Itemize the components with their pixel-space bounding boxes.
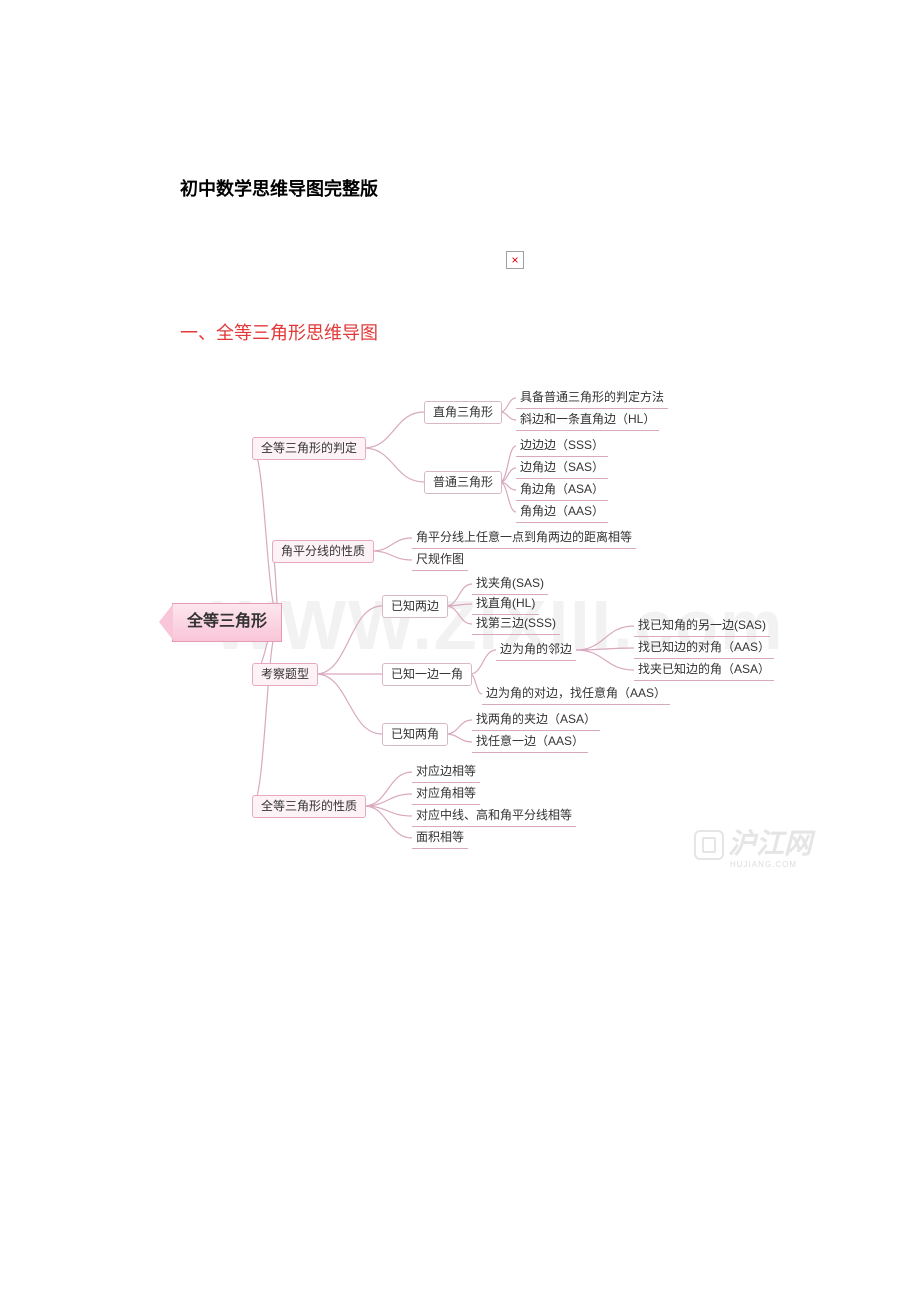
mindmap-node-b3b1a: 找已知角的另一边(SAS) xyxy=(634,617,770,637)
mindmap-node-b4c: 对应中线、高和角平分线相等 xyxy=(412,807,576,827)
mindmap-node-b1b4: 角角边（AAS） xyxy=(516,503,608,523)
document-page: 初中数学思维导图完整版 × 一、全等三角形思维导图 WWW.ZIXIII.com… xyxy=(0,0,920,925)
mindmap-node-b1b: 普通三角形 xyxy=(424,471,502,494)
mindmap-node-b3a2: 找直角(HL) xyxy=(472,595,539,615)
mindmap-node-b2b: 尺规作图 xyxy=(412,551,468,571)
mindmap-node-b1a1: 具备普通三角形的判定方法 xyxy=(516,389,668,409)
mindmap-node-b1a2: 斜边和一条直角边（HL） xyxy=(516,411,659,431)
logo-subtext: HUJIANG.COM xyxy=(730,860,812,869)
mindmap-node-b4d: 面积相等 xyxy=(412,829,468,849)
mindmap-node-b4: 全等三角形的性质 xyxy=(252,795,366,818)
mindmap-node-b2a: 角平分线上任意一点到角两边的距离相等 xyxy=(412,529,636,549)
mindmap-node-b3a3: 找第三边(SSS) xyxy=(472,615,560,635)
mindmap-node-b3b1b: 找已知边的对角（AAS） xyxy=(634,639,774,659)
broken-image-icon: × xyxy=(506,251,524,269)
mindmap-node-b3b1c: 找夹已知边的角（ASA） xyxy=(634,661,774,681)
mindmap-node-b3a: 已知两边 xyxy=(382,595,448,618)
mindmap-node-b4b: 对应角相等 xyxy=(412,785,480,805)
mindmap-node-b1b2: 边角边（SAS） xyxy=(516,459,608,479)
mindmap-node-b1: 全等三角形的判定 xyxy=(252,437,366,460)
mindmap-node-root: 全等三角形 xyxy=(172,603,282,642)
mindmap-node-b1a: 直角三角形 xyxy=(424,401,502,424)
mindmap-node-b3: 考察题型 xyxy=(252,663,318,686)
mindmap-node-b1b1: 边边边（SSS） xyxy=(516,437,608,457)
mindmap-node-b3c1: 找两角的夹边（ASA） xyxy=(472,711,600,731)
logo-brand: 沪江网 xyxy=(728,828,812,859)
section-heading: 一、全等三角形思维导图 xyxy=(180,319,850,345)
document-title: 初中数学思维导图完整版 xyxy=(180,175,850,201)
watermark-logo: 沪江网 HUJIANG.COM xyxy=(694,830,812,869)
mindmap-node-b3b1: 边为角的邻边 xyxy=(496,641,576,661)
mindmap-node-b3b2: 边为角的对边，找任意角（AAS） xyxy=(482,685,670,705)
mindmap-node-b4a: 对应边相等 xyxy=(412,763,480,783)
mindmap-node-b1b3: 角边角（ASA） xyxy=(516,481,608,501)
logo-icon xyxy=(694,830,724,860)
mindmap-node-b3c2: 找任意一边（AAS） xyxy=(472,733,588,753)
mindmap-node-b3a1: 找夹角(SAS) xyxy=(472,575,548,595)
mindmap-canvas: WWW.ZIXIII.com 沪江网 HUJIANG.COM 全等三角形全等三角… xyxy=(172,385,812,865)
mindmap-node-b3b: 已知一边一角 xyxy=(382,663,472,686)
mindmap-node-b2: 角平分线的性质 xyxy=(272,540,374,563)
mindmap-node-b3c: 已知两角 xyxy=(382,723,448,746)
